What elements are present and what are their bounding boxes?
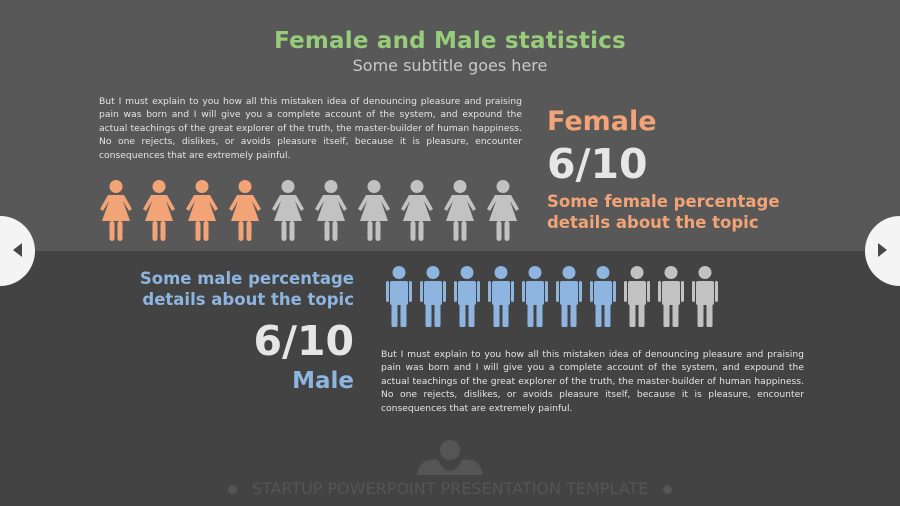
female-person-icon-inactive: [358, 180, 390, 241]
male-detail: Some male percentage details about the t…: [139, 269, 354, 309]
male-person-icon-inactive: [624, 266, 650, 327]
female-person-icon-inactive: [315, 180, 347, 241]
people-logo-icon: [417, 440, 483, 475]
male-ratio: 6/10: [253, 317, 354, 365]
male-label: Male: [292, 368, 354, 394]
female-person-icon-highlighted: [229, 180, 261, 241]
male-person-icon-highlighted: [590, 266, 616, 327]
footer-dot-right: [663, 485, 673, 494]
female-person-icon-inactive: [272, 180, 304, 241]
female-person-icon-inactive: [487, 180, 519, 241]
footer-dot-left: [227, 485, 237, 494]
female-icon-row: [99, 179, 520, 241]
male-person-icon-highlighted: [386, 266, 412, 327]
female-person-icon-inactive: [401, 180, 433, 241]
female-person-icon-inactive: [444, 180, 476, 241]
male-person-icon-highlighted: [522, 266, 548, 327]
slide-subtitle: Some subtitle goes here: [352, 56, 548, 75]
slide-title: Female and Male statistics: [274, 28, 626, 54]
female-person-icon-highlighted: [143, 180, 175, 241]
male-person-icon-inactive: [692, 266, 718, 327]
female-person-icon-highlighted: [100, 180, 132, 241]
male-paragraph: But I must explain to you how all this m…: [381, 349, 804, 414]
male-person-icon-inactive: [658, 266, 684, 327]
female-paragraph: But I must explain to you how all this m…: [99, 96, 522, 161]
male-person-icon-highlighted: [556, 266, 582, 327]
chevron-left-icon: [13, 243, 22, 257]
male-icon-row: [386, 265, 718, 327]
male-person-icon-highlighted: [488, 266, 514, 327]
female-label: Female: [547, 106, 657, 137]
chevron-right-icon: [878, 243, 887, 257]
female-ratio: 6/10: [547, 140, 648, 188]
female-detail: Some female percentage details about the…: [547, 192, 780, 232]
footer-text: STARTUP POWERPOINT PRESENTATION TEMPLATE: [251, 479, 649, 498]
male-person-icon-highlighted: [454, 266, 480, 327]
female-person-icon-highlighted: [186, 180, 218, 241]
footer-bar: STARTUP POWERPOINT PRESENTATION TEMPLATE: [0, 479, 900, 498]
bottom-band: [0, 251, 900, 506]
male-person-icon-highlighted: [420, 266, 446, 327]
